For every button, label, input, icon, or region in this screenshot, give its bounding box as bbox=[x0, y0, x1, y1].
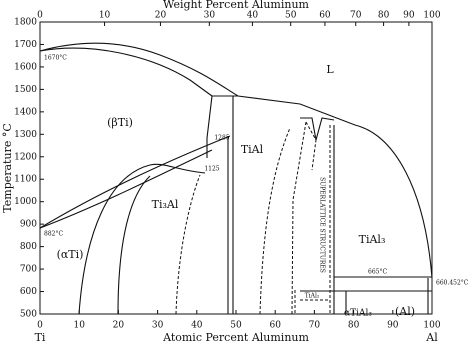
top-axis-title: Weight Percent Aluminum bbox=[163, 0, 309, 11]
y-tick-label: 600 bbox=[20, 287, 37, 297]
phase-boundaries bbox=[39, 42, 433, 315]
x-tick-label: 30 bbox=[152, 321, 164, 331]
top-tick-label: 50 bbox=[285, 11, 297, 21]
region-label: αTiAl₃ bbox=[344, 309, 372, 319]
x-left-end: Ti bbox=[35, 331, 46, 344]
x-tick-label: 70 bbox=[309, 321, 321, 331]
region-label: SUPERLATTICE STRUCTURES bbox=[319, 177, 326, 273]
region-label: TiAl₂ bbox=[305, 293, 320, 300]
top-tick-label: 40 bbox=[247, 11, 259, 21]
x-axis-title: Atomic Percent Aluminum bbox=[162, 331, 309, 344]
x-tick-label: 60 bbox=[269, 321, 281, 331]
y-axis-title: Temperature °C bbox=[1, 123, 14, 212]
region-label: L bbox=[326, 63, 334, 76]
temp-annotation: 660.452°C bbox=[436, 280, 469, 287]
top-tick-label: 90 bbox=[403, 11, 415, 21]
region-label: (Al) bbox=[395, 305, 415, 318]
y-tick-label: 1100 bbox=[14, 175, 37, 185]
top-tick-label: 30 bbox=[204, 11, 216, 21]
x-right-end: Al bbox=[425, 331, 438, 344]
x-tick-label: 40 bbox=[191, 321, 203, 331]
temp-annotation: 1125 bbox=[204, 166, 219, 173]
y-tick-label: 1000 bbox=[14, 197, 37, 207]
region-label: TiAl bbox=[241, 143, 264, 156]
top-tick-label: 70 bbox=[350, 11, 362, 21]
region-label: (αTi) bbox=[57, 248, 84, 261]
x-tick-label: 80 bbox=[348, 321, 360, 331]
y-tick-label: 800 bbox=[20, 242, 37, 252]
x-tick-label: 0 bbox=[37, 321, 43, 331]
y-tick-label: 1200 bbox=[14, 152, 37, 162]
top-tick-label: 100 bbox=[423, 11, 440, 21]
y-tick-label: 700 bbox=[20, 265, 37, 275]
top-tick-label: 10 bbox=[99, 11, 111, 21]
top-tick-label: 60 bbox=[319, 11, 331, 21]
temp-annotation: 1670°C bbox=[44, 55, 67, 62]
region-label: Ti₃Al bbox=[152, 198, 179, 211]
y-tick-label: 1700 bbox=[14, 40, 37, 50]
y-tick-label: 900 bbox=[20, 220, 37, 230]
y-tick-label: 1500 bbox=[14, 85, 37, 95]
y-tick-label: 1600 bbox=[14, 62, 37, 72]
x-tick-label: 90 bbox=[387, 321, 399, 331]
temp-annotation: 665°C bbox=[368, 269, 387, 276]
top-tick-label: 0 bbox=[37, 11, 43, 21]
y-tick-label: 500 bbox=[20, 310, 37, 320]
y-tick-label: 1300 bbox=[14, 130, 37, 140]
x-tick-label: 10 bbox=[73, 321, 85, 331]
y-tick-label: 1800 bbox=[14, 18, 37, 28]
region-label: (βTi) bbox=[107, 116, 133, 129]
top-tick-label: 20 bbox=[155, 11, 167, 21]
y-tick-label: 1400 bbox=[14, 107, 37, 117]
x-tick-label: 100 bbox=[423, 321, 440, 331]
top-tick-label: 80 bbox=[378, 11, 390, 21]
x-tick-label: 20 bbox=[113, 321, 125, 331]
region-label: TiAl₃ bbox=[359, 233, 386, 246]
temp-annotation: 882°C bbox=[44, 231, 63, 238]
temp-annotation: 1285 bbox=[214, 135, 229, 142]
x-tick-label: 50 bbox=[230, 321, 242, 331]
